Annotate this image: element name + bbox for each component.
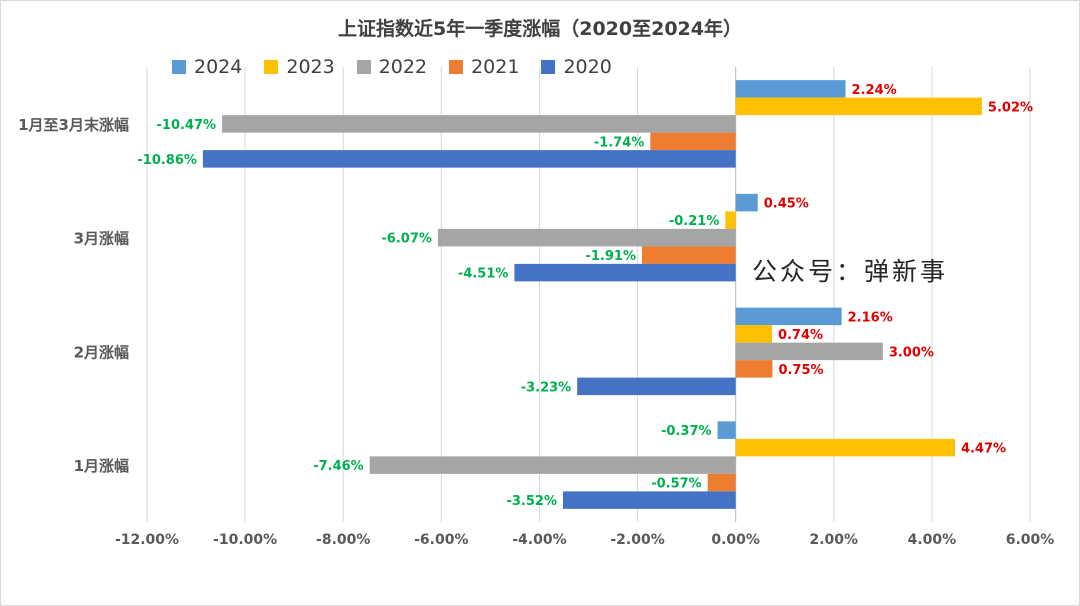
data-label: -0.57% [651, 477, 702, 492]
bar [437, 228, 736, 247]
x-tick-label: -2.00% [610, 532, 664, 548]
legend-swatch [172, 60, 186, 74]
legend-swatch [356, 60, 371, 74]
bar [735, 193, 758, 212]
bar [562, 491, 736, 509]
x-tick-label: 6.00% [1006, 532, 1055, 548]
legend-item: 2024 [172, 56, 242, 78]
legend-label: 2023 [286, 56, 335, 78]
legend-swatch [449, 60, 464, 74]
legend-label: 2024 [194, 56, 243, 78]
data-label: 2.24% [852, 83, 897, 98]
legend-swatch [541, 60, 556, 74]
legend-label: 2020 [563, 56, 612, 78]
data-label: -10.47% [157, 118, 217, 133]
data-label: -4.51% [458, 267, 509, 282]
bar [202, 150, 736, 168]
x-tick-label: -8.00% [316, 532, 370, 548]
x-tick-label: -12.00% [115, 532, 179, 548]
bar [514, 263, 736, 282]
legend: 2024 2023 2022 2021 2020 [172, 56, 634, 78]
bar [735, 80, 846, 98]
bar [577, 377, 736, 396]
watermark: 公众号：弹新事 [752, 257, 949, 286]
bar [707, 473, 736, 492]
bar [369, 456, 736, 474]
legend-item: 2022 [356, 56, 428, 78]
data-label: -0.37% [661, 424, 712, 439]
data-label: 3.00% [889, 345, 934, 360]
data-label: -6.07% [381, 232, 432, 247]
bar [717, 421, 736, 439]
bar [735, 97, 982, 116]
x-tick-label: 4.00% [908, 532, 957, 548]
data-label: 5.02% [988, 100, 1033, 115]
bar [735, 360, 773, 378]
y-category-label: 1月涨幅 [74, 457, 129, 475]
bar [735, 342, 883, 361]
data-label: -10.86% [137, 153, 197, 168]
data-label: 0.45% [764, 197, 809, 212]
data-label: -7.46% [313, 459, 364, 474]
data-label: -3.23% [521, 380, 572, 395]
x-tick-label: 0.00% [711, 532, 760, 548]
bar [222, 115, 736, 133]
x-tick-label: -10.00% [213, 532, 277, 548]
x-tick-label: -6.00% [414, 532, 468, 548]
x-tick-label: -4.00% [512, 532, 566, 548]
chart-title: 上证指数近5年一季度涨幅（2020至2024年） [338, 18, 742, 40]
y-category-label: 2月涨幅 [74, 343, 129, 361]
data-label: 0.74% [778, 328, 823, 343]
data-label: 4.47% [961, 442, 1006, 457]
bar [735, 325, 772, 343]
y-category-label: 3月涨幅 [74, 230, 129, 248]
data-label: -0.21% [669, 214, 720, 229]
bar [735, 307, 842, 326]
bar [725, 211, 736, 229]
bar [735, 438, 955, 457]
legend-item: 2020 [541, 56, 612, 78]
legend-label: 2021 [471, 56, 520, 78]
data-label: 0.75% [778, 363, 823, 378]
bar [641, 246, 736, 264]
x-tick-label: 2.00% [809, 532, 858, 548]
legend-label: 2022 [378, 56, 428, 78]
data-label: 2.16% [848, 310, 893, 325]
data-label: -1.91% [585, 249, 636, 264]
y-category-label: 1月至3月末涨幅 [18, 116, 129, 134]
legend-swatch [264, 60, 279, 74]
legend-item: 2021 [449, 56, 519, 78]
data-label: -3.52% [506, 494, 557, 509]
bar [650, 132, 736, 151]
data-label: -1.74% [594, 135, 645, 150]
legend-item: 2023 [264, 56, 335, 78]
